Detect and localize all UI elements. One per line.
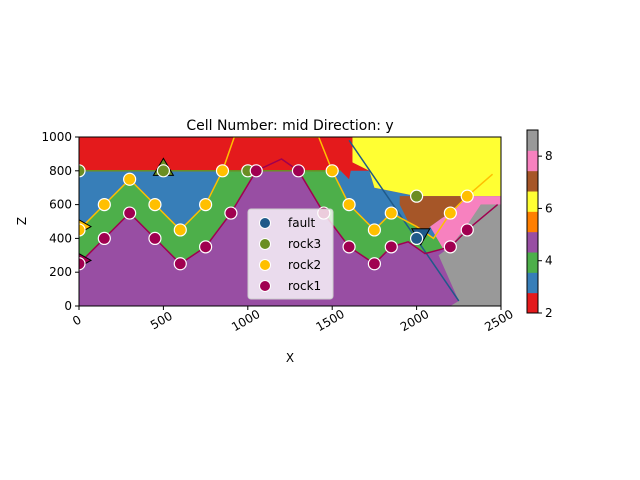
x-tick-label: 2500	[482, 307, 515, 334]
y-tick-label: 800	[49, 164, 72, 178]
rock2-point	[148, 198, 162, 212]
rock1-point	[291, 164, 306, 178]
rock1-point	[460, 223, 474, 237]
colorbar-tick-label: 8	[545, 149, 553, 163]
y-tick-label: 0	[64, 299, 72, 313]
colorbar-frame	[526, 129, 539, 314]
rock2-point	[79, 223, 86, 237]
x-tick-label: 1000	[229, 307, 262, 334]
rock2-point	[123, 172, 137, 186]
rock1-point	[384, 240, 398, 254]
x-tick-label: 1500	[313, 307, 346, 334]
colorbar: 2 4 6 8	[526, 129, 553, 320]
legend-marker-rock1	[259, 280, 271, 292]
rock1-point	[367, 257, 381, 271]
rock2-point	[325, 164, 339, 178]
colorbar-segment	[527, 170, 538, 192]
legend: fault rock3 rock2 rock1	[247, 208, 334, 300]
colorbar-segment	[527, 150, 538, 172]
colorbar-segment	[527, 130, 538, 151]
x-axis-label: X	[286, 351, 294, 365]
rock2-point	[443, 206, 457, 220]
rock1-point	[173, 257, 187, 271]
colorbar-segment	[527, 231, 538, 253]
rock2-point	[215, 164, 230, 178]
rock2-point	[199, 198, 213, 212]
x-tick-label: 0	[70, 313, 84, 329]
rock1-point	[443, 240, 457, 254]
rock2-point	[173, 223, 187, 237]
y-tick-label: 1000	[41, 130, 72, 144]
rock1-point	[97, 231, 111, 245]
x-axis: 0 500 1000 1500 2000 2500	[70, 306, 516, 334]
legend-label-rock1: rock1	[288, 279, 321, 293]
y-tick-label: 600	[49, 198, 72, 212]
legend-label-rock3: rock3	[288, 237, 321, 251]
colorbar-tick-label: 4	[545, 254, 553, 268]
rock2-point	[367, 223, 381, 237]
x-tick-label: 500	[148, 309, 175, 333]
rock2-point	[384, 206, 398, 220]
rock1-point	[79, 257, 86, 271]
legend-marker-rock2	[259, 259, 271, 271]
y-tick-label: 200	[49, 265, 72, 279]
legend-label-rock2: rock2	[288, 258, 321, 272]
chart-title: Cell Number: mid Direction: y	[186, 118, 393, 134]
rock3-point	[410, 189, 424, 203]
unit-9-region	[438, 204, 501, 306]
fault-point	[410, 231, 424, 245]
colorbar-segment	[527, 272, 538, 294]
rock2-point	[97, 198, 111, 212]
rock2-point	[460, 189, 474, 203]
rock1-point	[342, 240, 356, 254]
rock1-point	[199, 240, 213, 254]
rock3-point	[79, 164, 86, 178]
legend-marker-rock3	[259, 238, 271, 250]
colorbar-segment	[527, 292, 538, 314]
rock1-point	[224, 206, 238, 220]
x-tick-label: 2000	[398, 307, 431, 334]
legend-label-fault: fault	[288, 216, 316, 230]
y-axis-label: Z	[15, 217, 29, 225]
legend-box	[247, 208, 334, 300]
colorbar-tick-label: 2	[545, 306, 553, 320]
y-tick-label: 400	[49, 231, 72, 245]
rock1-point	[123, 206, 137, 220]
colorbar-segment	[527, 191, 538, 212]
unit-7-region	[399, 196, 501, 236]
y-axis: 0 200 400 600 800 1000	[41, 130, 79, 313]
rock2-point	[342, 198, 356, 212]
colorbar-tick-label: 6	[545, 201, 553, 215]
unit-6-region	[352, 137, 501, 197]
colorbar-segment	[527, 211, 538, 233]
rock1-point	[148, 231, 162, 245]
plot-frame	[78, 136, 502, 307]
legend-marker-fault	[259, 217, 271, 229]
unit-2-top-region	[79, 137, 370, 171]
rock1-point	[249, 164, 263, 178]
colorbar-segment	[527, 252, 538, 273]
rock3-point	[156, 164, 170, 178]
